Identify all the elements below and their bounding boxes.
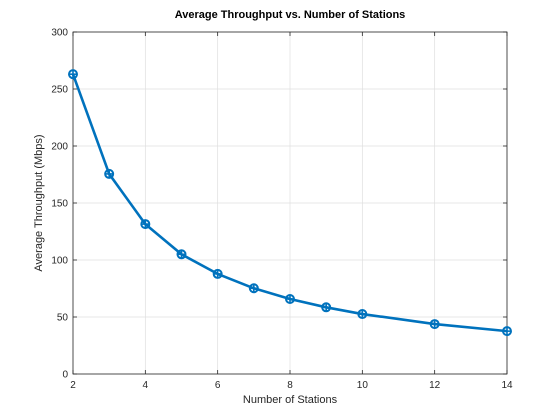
x-tick-label: 8 <box>287 380 293 391</box>
y-tick-label: 0 <box>62 370 68 381</box>
y-tick-label: 100 <box>51 256 68 267</box>
x-tick-label: 14 <box>501 380 513 391</box>
data-point <box>248 283 259 294</box>
data-point <box>285 293 295 304</box>
data-point <box>502 326 512 337</box>
data-point <box>68 69 78 80</box>
y-axis-label: Average Throughput (Mbps) <box>33 134 45 271</box>
x-tick-label: 4 <box>143 380 149 391</box>
data-series <box>68 69 512 337</box>
chart-title: Average Throughput vs. Number of Station… <box>175 9 406 21</box>
data-point <box>321 302 332 313</box>
y-tick-label: 250 <box>51 85 68 96</box>
data-point <box>357 309 368 320</box>
y-tick-label: 150 <box>51 199 68 210</box>
y-tick-label: 300 <box>51 28 68 39</box>
x-tick-label: 2 <box>70 380 76 391</box>
data-point <box>104 168 115 179</box>
data-point <box>176 249 187 260</box>
x-tick-label: 12 <box>429 380 441 391</box>
x-tick-label: 6 <box>215 380 221 391</box>
data-point <box>212 268 223 279</box>
x-tick-label: 10 <box>357 380 369 391</box>
y-tick-label: 50 <box>57 313 69 324</box>
x-axis-label: Number of Stations <box>243 394 338 406</box>
axes <box>72 31 508 375</box>
y-tick-label: 200 <box>51 142 68 153</box>
data-point <box>429 319 440 330</box>
data-point <box>140 219 151 230</box>
tick-labels: 2 4 6 8 10 12 14 0 50 100 150 200 250 300 <box>51 28 513 392</box>
